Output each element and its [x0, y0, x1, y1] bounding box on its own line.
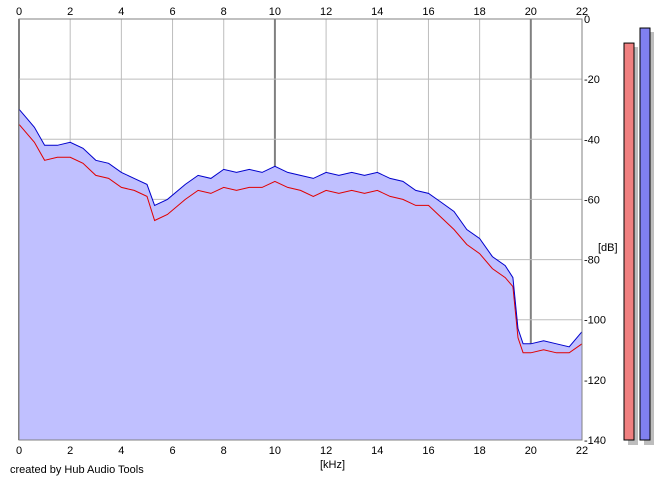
x-tick-label-top: 2 [67, 6, 73, 18]
x-tick-label-bottom: 10 [269, 445, 281, 457]
x-tick-label-top: 12 [320, 6, 332, 18]
x-tick-label-top: 22 [576, 6, 588, 18]
credit-text: created by Hub Audio Tools [10, 464, 144, 476]
y-tick-label: -120 [584, 375, 606, 387]
x-axis-label: [kHz] [320, 459, 345, 471]
y-tick-label: -140 [584, 435, 606, 447]
x-tick-label-bottom: 2 [67, 445, 73, 457]
x-tick-label-bottom: 6 [169, 445, 175, 457]
spectrum-lines [18, 108, 583, 354]
x-tick-label-bottom: 14 [371, 445, 383, 457]
left-meter-bar [623, 42, 635, 441]
right-channel-line [18, 108, 583, 348]
y-tick-label: -60 [584, 194, 600, 206]
y-tick-label: -80 [584, 255, 600, 267]
y-tick-label: -20 [584, 74, 600, 86]
y-tick-label: -40 [584, 134, 600, 146]
x-tick-label-top: 10 [269, 6, 281, 18]
x-tick-label-bottom: 12 [320, 445, 332, 457]
x-tick-label-bottom: 8 [221, 445, 227, 457]
y-axis-label: [dB] [598, 242, 618, 254]
y-tick-label: 0 [584, 14, 590, 26]
x-axis-top: 0 2 4 6 8 10 12 14 16 18 20 22 [16, 6, 588, 18]
x-tick-label-top: 16 [422, 6, 434, 18]
y-axis-right: 0 -20 -40 -60 -80 -100 -120 -140 [584, 14, 606, 447]
left-channel-line [18, 123, 583, 354]
spectrum-fill [19, 109, 582, 440]
level-meters [623, 27, 654, 446]
x-tick-label-bottom: 0 [16, 445, 22, 457]
x-tick-label-top: 0 [16, 6, 22, 18]
spectrum-area [19, 109, 582, 440]
x-tick-label-top: 20 [525, 6, 537, 18]
x-tick-label-top: 18 [474, 6, 486, 18]
x-tick-label-bottom: 4 [118, 445, 124, 457]
y-tick-label: -100 [584, 315, 606, 327]
x-tick-label-bottom: 20 [525, 445, 537, 457]
x-tick-label-top: 14 [371, 6, 383, 18]
x-tick-label-bottom: 22 [576, 445, 588, 457]
x-tick-label-top: 6 [169, 6, 175, 18]
plot-frame [18, 18, 583, 441]
x-axis-bottom: 0 2 4 6 8 10 12 14 16 18 20 22 [16, 445, 588, 457]
x-tick-label-top: 8 [221, 6, 227, 18]
x-tick-label-top: 4 [118, 6, 124, 18]
x-tick-label-bottom: 18 [474, 445, 486, 457]
x-tick-label-bottom: 16 [422, 445, 434, 457]
right-meter-bar [639, 27, 651, 441]
